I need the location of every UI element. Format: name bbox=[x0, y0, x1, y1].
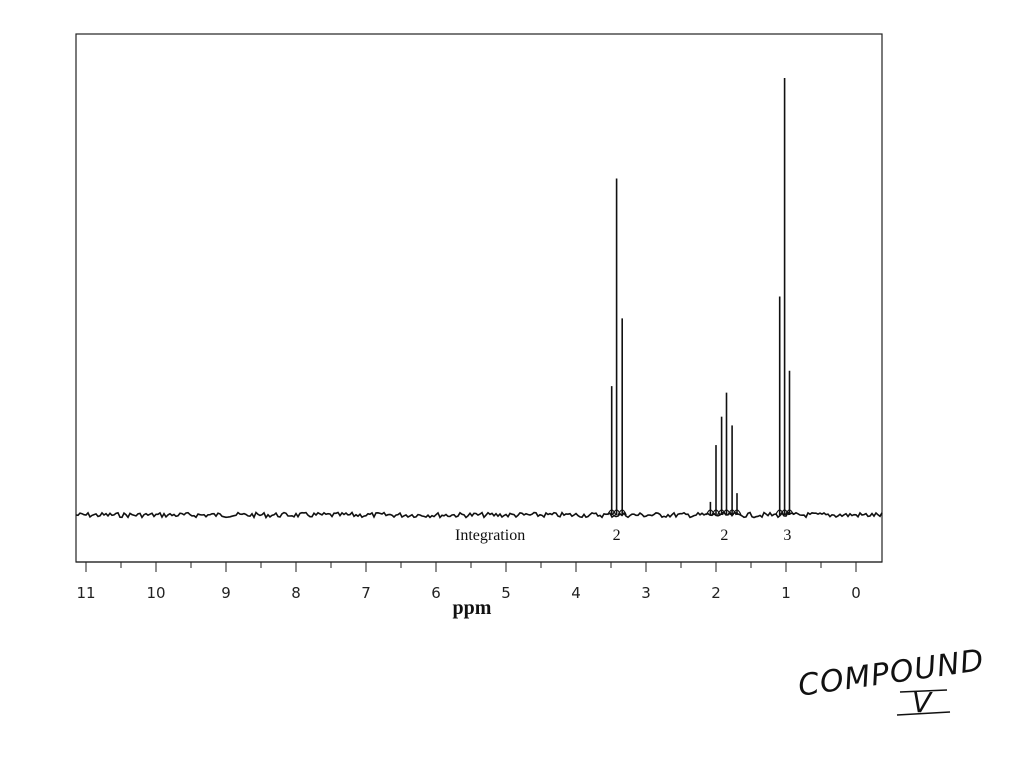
annotation-underline bbox=[896, 711, 951, 716]
x-tick-label: 1 bbox=[781, 584, 791, 602]
peak-base bbox=[711, 509, 721, 516]
integration-label: Integration bbox=[455, 527, 525, 544]
peak-base bbox=[732, 509, 742, 516]
peak-base bbox=[780, 509, 790, 516]
x-tick-label: 9 bbox=[221, 584, 231, 602]
annotation-overline bbox=[899, 689, 948, 693]
peak-base bbox=[784, 509, 795, 516]
peak-base bbox=[607, 509, 617, 516]
peak-base bbox=[617, 509, 627, 516]
peak-base bbox=[717, 509, 727, 516]
tick-labels: 11 10 9 8 7 6 5 4 3 2 1 0 bbox=[76, 584, 860, 602]
handwritten-annotation: COMPOUND V bbox=[796, 643, 987, 719]
integration-value: 2 bbox=[613, 527, 621, 544]
peak-base bbox=[727, 509, 737, 516]
annotation-line2: V bbox=[912, 686, 933, 719]
x-axis-title: ppm bbox=[453, 597, 492, 619]
x-tick-label: 5 bbox=[501, 584, 511, 602]
peak-base bbox=[721, 509, 732, 516]
x-tick-label: 7 bbox=[361, 584, 371, 602]
peak-base bbox=[612, 509, 622, 516]
peak-base bbox=[705, 509, 715, 516]
x-tick-label: 0 bbox=[851, 584, 861, 602]
x-tick-label: 4 bbox=[571, 584, 581, 602]
integration-value: 3 bbox=[783, 527, 791, 544]
x-tick-label: 8 bbox=[291, 584, 301, 602]
peak-base bbox=[775, 509, 785, 516]
spectrum-baseline bbox=[75, 511, 883, 520]
x-tick-label: 3 bbox=[641, 584, 651, 602]
integration-value: 2 bbox=[720, 527, 728, 544]
minor-ticks bbox=[85, 562, 857, 572]
x-tick-label: 6 bbox=[431, 584, 441, 602]
x-tick-label: 11 bbox=[76, 584, 95, 602]
x-tick-label: 10 bbox=[146, 584, 165, 602]
spectrum-peaks bbox=[607, 78, 795, 516]
integration-values: 2 2 3 bbox=[613, 527, 792, 544]
x-tick-label: 2 bbox=[711, 584, 721, 602]
plot-frame bbox=[75, 33, 883, 563]
annotation-line1: COMPOUND bbox=[796, 643, 987, 704]
